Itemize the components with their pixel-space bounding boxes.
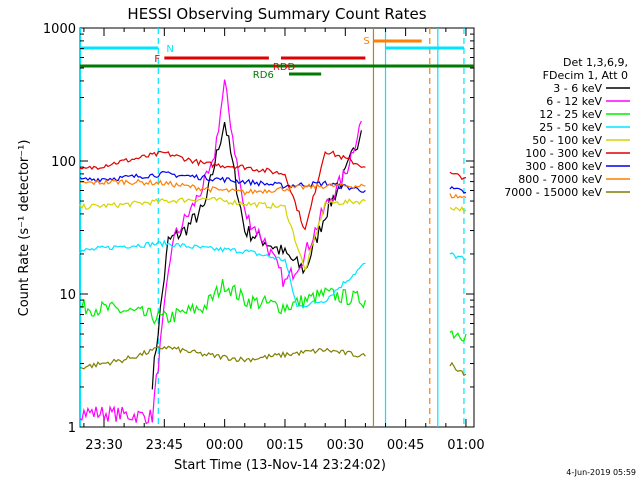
chart-title: HESSI Observing Summary Count Rates	[127, 5, 426, 23]
legend-entry-label: 3 - 6 keV	[553, 82, 602, 95]
legend-entry-label: 12 - 25 keV	[539, 108, 602, 121]
series-line	[449, 193, 467, 199]
y-axis-label: Count Rate (s⁻¹ detector⁻¹)	[17, 140, 32, 317]
legend-entry-label: 6 - 12 keV	[546, 95, 602, 108]
legend-entry-label: 7000 - 15000 keV	[504, 186, 602, 199]
flag-label: RD6	[253, 70, 274, 81]
x-tick-label: 23:30	[85, 438, 122, 453]
x-tick-label: 00:15	[266, 438, 303, 453]
series-line	[449, 361, 467, 377]
y-tick-label: 10	[59, 288, 76, 303]
series-line	[79, 345, 366, 370]
y-tick-label: 100	[51, 155, 76, 170]
flag-label: S	[363, 36, 369, 47]
series-line	[449, 252, 467, 261]
series-line	[449, 330, 467, 342]
y-tick-label: 1	[68, 421, 76, 436]
plot-frame	[79, 27, 475, 428]
x-tick-label: 23:45	[146, 438, 183, 453]
footer-date: 4-Jun-2019 05:59	[566, 468, 636, 477]
series-line	[79, 150, 366, 231]
legend-entry-label: 100 - 300 keV	[525, 147, 602, 160]
series-line	[449, 205, 467, 214]
x-tick-label: 00:45	[387, 438, 424, 453]
legend-entry-label: 25 - 50 keV	[539, 121, 602, 134]
series-line	[79, 79, 362, 425]
series-line	[79, 197, 366, 272]
x-tick-label: 00:00	[206, 438, 243, 453]
legend-entry-label: 50 - 100 keV	[532, 134, 602, 147]
flag-label: N	[166, 44, 173, 55]
x-tick-label: 00:30	[327, 438, 364, 453]
legend-entry-label: 300 - 800 keV	[525, 160, 602, 173]
series-line	[79, 170, 366, 193]
legend-header: FDecim 1, Att 0	[543, 69, 628, 82]
x-tick-label: 01:00	[447, 438, 484, 453]
series-line	[449, 185, 467, 194]
series-line	[449, 171, 467, 181]
series-line	[79, 178, 366, 196]
legend-entry-label: 800 - 7000 keV	[518, 173, 602, 186]
y-tick-label: 1000	[43, 22, 76, 37]
flag-label: RDD	[273, 62, 296, 73]
flag-label: F	[154, 54, 160, 65]
series-line	[79, 239, 366, 308]
x-axis-label: Start Time (13-Nov-14 23:24:02)	[174, 458, 386, 473]
series-line	[79, 279, 366, 325]
legend-header: Det 1,3,6,9,	[563, 56, 628, 69]
